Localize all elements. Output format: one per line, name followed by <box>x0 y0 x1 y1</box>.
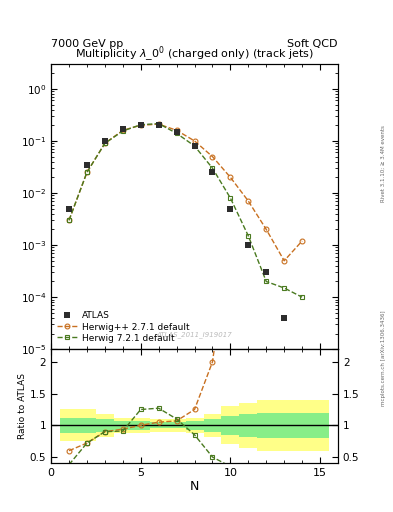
Herwig++ 2.7.1 default <box>156 121 161 127</box>
X-axis label: N: N <box>190 480 199 493</box>
ATLAS <box>156 122 161 129</box>
ATLAS <box>84 162 89 168</box>
ATLAS <box>246 242 251 248</box>
Herwig 7.2.1 default <box>228 195 233 201</box>
Herwig++ 2.7.1 default <box>300 238 305 244</box>
ATLAS <box>138 122 143 129</box>
Herwig 7.2.1 default <box>282 285 286 291</box>
Herwig++ 2.7.1 default <box>282 258 286 264</box>
Herwig 7.2.1 default <box>103 140 107 146</box>
Herwig++ 2.7.1 default <box>84 169 89 175</box>
Text: 7000 GeV pp: 7000 GeV pp <box>51 38 123 49</box>
Herwig++ 2.7.1 default <box>228 174 233 180</box>
ATLAS <box>192 143 197 149</box>
Line: Herwig 7.2.1 default: Herwig 7.2.1 default <box>66 121 305 300</box>
Herwig 7.2.1 default <box>67 217 72 223</box>
Herwig 7.2.1 default <box>84 169 89 175</box>
Herwig 7.2.1 default <box>246 233 251 239</box>
Line: Herwig++ 2.7.1 default: Herwig++ 2.7.1 default <box>66 122 305 263</box>
Herwig++ 2.7.1 default <box>103 140 107 146</box>
Herwig 7.2.1 default <box>264 279 269 285</box>
ATLAS <box>120 126 125 132</box>
Herwig++ 2.7.1 default <box>246 198 251 204</box>
ATLAS <box>264 269 269 275</box>
Herwig++ 2.7.1 default <box>138 122 143 129</box>
Line: ATLAS: ATLAS <box>66 122 287 321</box>
Herwig++ 2.7.1 default <box>210 154 215 160</box>
ATLAS <box>210 169 215 175</box>
ATLAS <box>228 206 233 212</box>
Herwig 7.2.1 default <box>156 120 161 126</box>
Herwig 7.2.1 default <box>210 165 215 171</box>
Herwig++ 2.7.1 default <box>174 127 179 133</box>
ATLAS <box>103 138 107 144</box>
ATLAS <box>282 315 286 321</box>
ATLAS <box>67 206 72 212</box>
Herwig 7.2.1 default <box>192 143 197 149</box>
ATLAS <box>174 129 179 135</box>
Herwig++ 2.7.1 default <box>120 127 125 133</box>
Y-axis label: Ratio to ATLAS: Ratio to ATLAS <box>18 373 27 439</box>
Herwig 7.2.1 default <box>138 122 143 128</box>
Herwig++ 2.7.1 default <box>192 138 197 144</box>
Text: Soft QCD: Soft QCD <box>288 38 338 49</box>
Herwig++ 2.7.1 default <box>264 226 269 232</box>
Text: mcplots.cern.ch [arXiv:1306.3436]: mcplots.cern.ch [arXiv:1306.3436] <box>381 311 386 406</box>
Herwig 7.2.1 default <box>174 130 179 136</box>
Herwig 7.2.1 default <box>120 128 125 134</box>
Text: ATLAS_2011_I919017: ATLAS_2011_I919017 <box>157 331 232 338</box>
Legend: ATLAS, Herwig++ 2.7.1 default, Herwig 7.2.1 default: ATLAS, Herwig++ 2.7.1 default, Herwig 7.… <box>55 309 191 345</box>
Herwig++ 2.7.1 default <box>67 217 72 223</box>
Text: Rivet 3.1.10; ≥ 3.4M events: Rivet 3.1.10; ≥ 3.4M events <box>381 125 386 202</box>
Title: Multiplicity $\lambda\_0^0$ (charged only) (track jets): Multiplicity $\lambda\_0^0$ (charged onl… <box>75 45 314 64</box>
Herwig 7.2.1 default <box>300 294 305 300</box>
